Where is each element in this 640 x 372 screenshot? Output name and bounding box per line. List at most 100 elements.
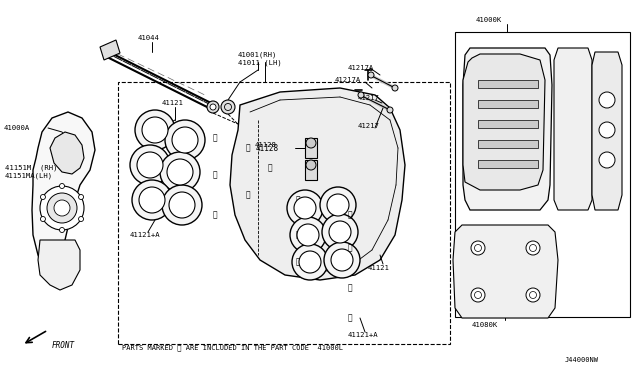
Text: 41217A: 41217A xyxy=(335,77,361,83)
Circle shape xyxy=(60,183,65,189)
Circle shape xyxy=(221,100,235,114)
Text: 41217: 41217 xyxy=(358,95,380,101)
Polygon shape xyxy=(453,225,558,318)
Bar xyxy=(478,140,538,148)
Text: ※: ※ xyxy=(348,211,352,219)
Circle shape xyxy=(306,138,316,148)
Circle shape xyxy=(294,197,316,219)
Circle shape xyxy=(320,187,356,223)
Circle shape xyxy=(299,251,321,273)
Bar xyxy=(478,100,538,108)
Text: ※: ※ xyxy=(296,257,300,266)
Text: ※: ※ xyxy=(296,231,300,240)
Circle shape xyxy=(290,217,326,253)
Circle shape xyxy=(135,110,175,150)
Circle shape xyxy=(471,241,485,255)
Circle shape xyxy=(368,72,374,78)
Polygon shape xyxy=(230,88,405,280)
Polygon shape xyxy=(463,48,552,210)
Text: 41121: 41121 xyxy=(368,265,390,271)
Circle shape xyxy=(79,217,84,221)
Circle shape xyxy=(165,120,205,160)
Circle shape xyxy=(287,190,323,226)
Circle shape xyxy=(329,221,351,243)
Circle shape xyxy=(137,152,163,178)
Circle shape xyxy=(40,186,84,230)
Text: ※: ※ xyxy=(348,283,352,292)
Bar xyxy=(478,80,538,88)
Circle shape xyxy=(130,145,170,185)
Circle shape xyxy=(292,244,328,280)
Text: ※: ※ xyxy=(296,196,300,205)
Circle shape xyxy=(322,214,358,250)
Polygon shape xyxy=(100,40,120,60)
Circle shape xyxy=(162,185,202,225)
Text: 41080K: 41080K xyxy=(472,322,499,328)
Bar xyxy=(305,138,317,158)
Text: 41000K: 41000K xyxy=(476,17,502,23)
Text: ※: ※ xyxy=(268,164,272,173)
Circle shape xyxy=(167,159,193,185)
Circle shape xyxy=(132,180,172,220)
Text: 41128: 41128 xyxy=(255,142,277,148)
Circle shape xyxy=(599,92,615,108)
Circle shape xyxy=(172,127,198,153)
Bar xyxy=(305,160,317,180)
Circle shape xyxy=(139,187,165,213)
Text: FRONT: FRONT xyxy=(52,340,75,350)
Circle shape xyxy=(40,217,45,221)
Text: 41217: 41217 xyxy=(358,123,380,129)
Text: 41151M  (RH): 41151M (RH) xyxy=(5,165,58,171)
Text: 41121: 41121 xyxy=(162,100,184,106)
Polygon shape xyxy=(592,52,622,210)
Text: 41151MA(LH): 41151MA(LH) xyxy=(5,173,53,179)
Circle shape xyxy=(160,152,200,192)
Text: PARTS MARKED ※ ARE INCLUDED IN THE PART CODE  41000L: PARTS MARKED ※ ARE INCLUDED IN THE PART … xyxy=(122,345,343,351)
Text: 41011 (LH): 41011 (LH) xyxy=(238,60,282,66)
Circle shape xyxy=(327,194,349,216)
Text: 41128: 41128 xyxy=(256,144,279,153)
Circle shape xyxy=(210,104,216,110)
Text: ※: ※ xyxy=(246,190,250,199)
Circle shape xyxy=(392,85,398,91)
Text: ※: ※ xyxy=(348,244,352,253)
Text: J44000NW: J44000NW xyxy=(565,357,599,363)
Text: ※: ※ xyxy=(212,134,218,142)
Bar xyxy=(455,32,630,317)
Circle shape xyxy=(60,228,65,232)
Text: 41121+A: 41121+A xyxy=(348,332,379,338)
Bar xyxy=(478,160,538,168)
Circle shape xyxy=(306,160,316,170)
Circle shape xyxy=(387,107,393,113)
Circle shape xyxy=(207,101,219,113)
Circle shape xyxy=(47,193,77,223)
Circle shape xyxy=(297,224,319,246)
Text: ※: ※ xyxy=(246,144,250,153)
Circle shape xyxy=(599,122,615,138)
Polygon shape xyxy=(554,48,592,210)
Text: ※: ※ xyxy=(348,314,352,323)
Circle shape xyxy=(599,152,615,168)
Circle shape xyxy=(526,288,540,302)
Polygon shape xyxy=(38,240,80,290)
Text: 41217A: 41217A xyxy=(348,65,374,71)
Text: 41000A: 41000A xyxy=(4,125,30,131)
Circle shape xyxy=(142,117,168,143)
Text: 41044: 41044 xyxy=(138,35,160,41)
Circle shape xyxy=(358,92,364,98)
Polygon shape xyxy=(32,112,95,275)
Polygon shape xyxy=(50,132,84,174)
Circle shape xyxy=(471,288,485,302)
Text: ※: ※ xyxy=(212,170,218,180)
Bar xyxy=(478,120,538,128)
Circle shape xyxy=(324,242,360,278)
Polygon shape xyxy=(463,54,545,190)
Bar xyxy=(118,82,450,344)
Circle shape xyxy=(40,195,45,199)
Text: ※: ※ xyxy=(212,211,218,219)
Circle shape xyxy=(331,249,353,271)
Text: 41001(RH): 41001(RH) xyxy=(238,52,277,58)
Circle shape xyxy=(54,200,70,216)
Circle shape xyxy=(169,192,195,218)
Circle shape xyxy=(526,241,540,255)
